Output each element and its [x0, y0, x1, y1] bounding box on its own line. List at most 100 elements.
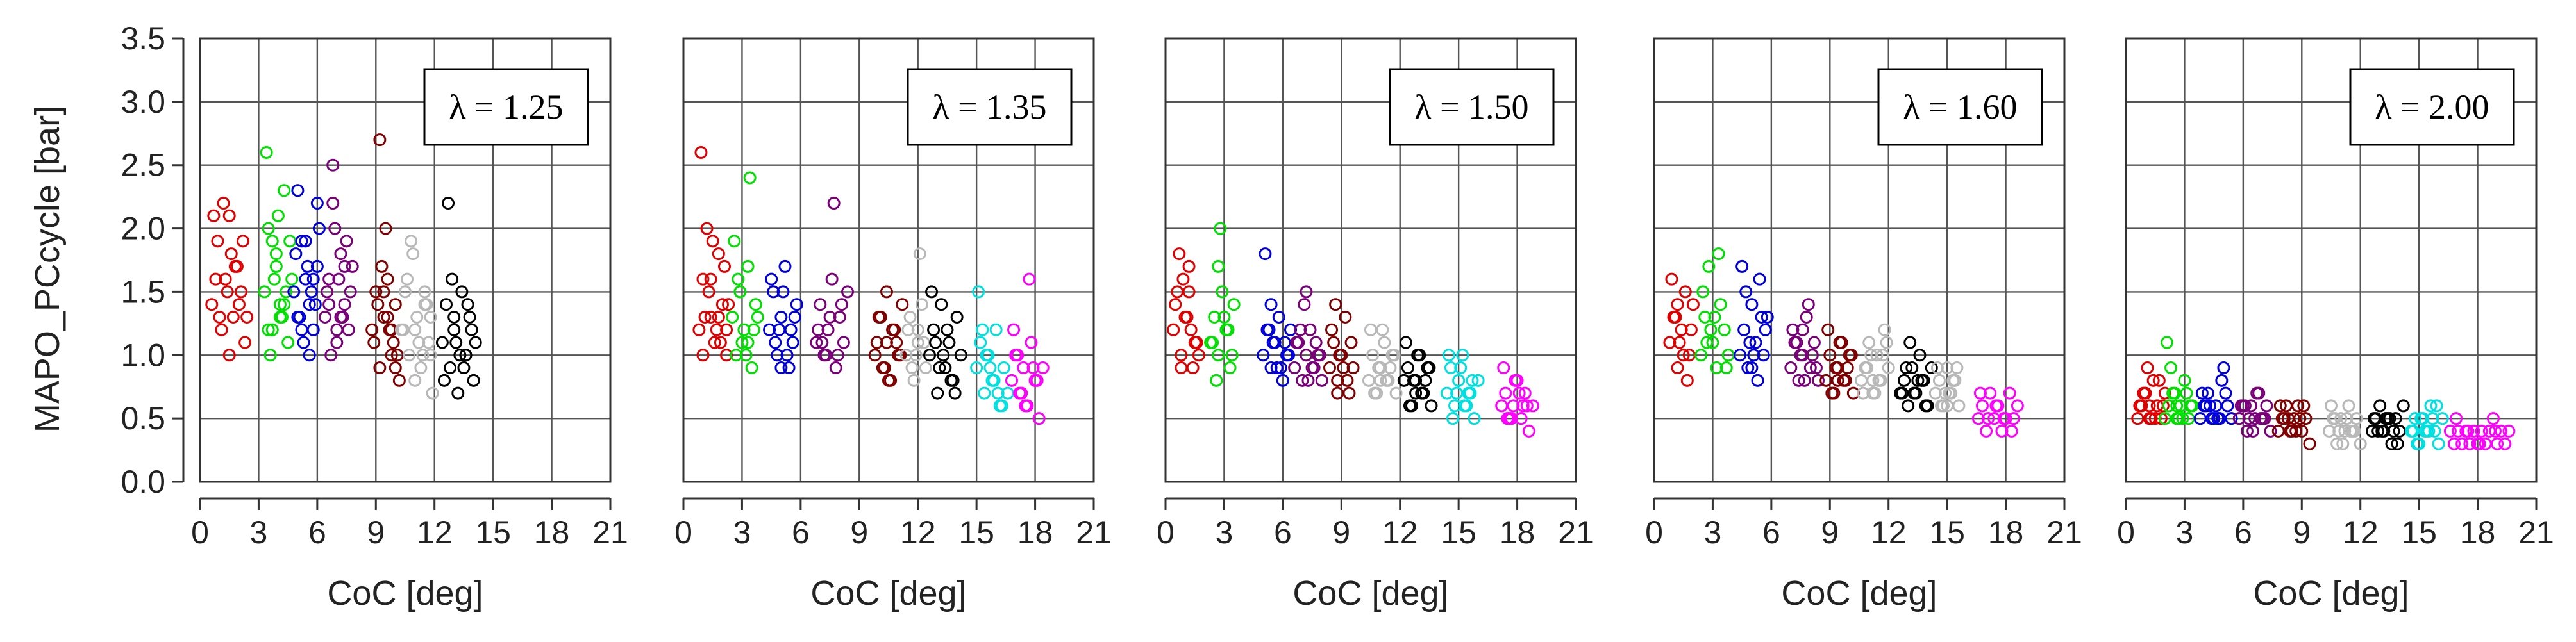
data-point	[715, 298, 729, 311]
data-point	[1401, 361, 1414, 375]
x-axis: 0 3 6 9 12 15 18 21 CoC [deg]	[1645, 497, 2082, 613]
data-point	[285, 272, 299, 286]
data-point	[1225, 349, 1239, 362]
data-point	[720, 349, 733, 362]
data-point	[1462, 386, 1475, 400]
panel-4: λ = 1.60 0 3 6 9 12 15 18 21 CoC [deg]	[1645, 37, 2082, 613]
data-point	[1870, 349, 1884, 362]
data-point	[224, 247, 238, 261]
data-point	[815, 336, 829, 349]
panel-5: λ = 2.00 0 3 6 9 12 15 18 21 CoC [deg]	[2117, 37, 2554, 613]
x-tick-label: 15	[1929, 514, 1965, 550]
data-point	[972, 285, 985, 299]
data-point	[1175, 349, 1188, 362]
data-point	[901, 323, 915, 336]
data-point	[765, 272, 778, 286]
data-point	[237, 235, 250, 248]
data-point	[440, 298, 453, 311]
data-point	[1342, 386, 1356, 400]
data-point	[929, 336, 942, 349]
data-point	[942, 336, 956, 349]
data-point	[280, 285, 293, 299]
data-point	[1712, 247, 1725, 261]
data-point	[2219, 386, 2232, 400]
series-4	[1288, 285, 1328, 387]
data-point	[767, 285, 780, 299]
data-point	[1898, 374, 1911, 387]
data-point	[706, 235, 719, 248]
data-point	[451, 386, 465, 400]
x-axis-title: CoC [deg]	[1292, 574, 1448, 613]
series-4	[319, 158, 359, 362]
data-point	[303, 298, 316, 311]
data-point	[2354, 437, 2367, 450]
series-1	[2131, 361, 2171, 425]
data-point	[442, 197, 455, 210]
data-point	[283, 235, 297, 248]
data-point	[1376, 323, 1389, 336]
data-point	[1497, 361, 1510, 375]
data-point	[2387, 424, 2400, 438]
data-point	[281, 336, 295, 349]
data-point	[1710, 361, 1723, 375]
data-point	[1734, 349, 1747, 362]
data-point	[1270, 361, 1284, 375]
data-point	[913, 247, 926, 261]
data-point	[373, 133, 387, 147]
data-point	[1454, 361, 1468, 375]
data-point	[262, 323, 275, 336]
data-point	[823, 310, 837, 324]
data-point	[321, 285, 334, 299]
data-point	[401, 272, 414, 286]
data-point	[696, 272, 710, 286]
data-point	[1182, 259, 1196, 273]
series-8	[1928, 361, 1966, 413]
data-point	[1313, 349, 1326, 362]
data-point	[2133, 399, 2146, 413]
data-point	[903, 310, 917, 324]
data-point	[1329, 298, 1342, 311]
data-point	[310, 259, 324, 273]
data-point	[708, 336, 721, 349]
data-point	[1015, 386, 1028, 400]
data-point	[1184, 323, 1198, 336]
data-point	[322, 298, 336, 311]
data-point	[1176, 272, 1190, 286]
data-point	[1802, 298, 1815, 311]
data-point	[1876, 349, 1889, 362]
data-point	[2489, 424, 2502, 438]
series-3	[1257, 247, 1298, 387]
data-point	[1368, 386, 1382, 400]
data-point	[308, 298, 322, 311]
data-point	[2260, 399, 2273, 413]
data-point	[1919, 399, 1932, 413]
data-point	[338, 298, 351, 311]
data-point	[424, 349, 437, 362]
data-point	[273, 310, 287, 324]
series-5	[868, 285, 909, 387]
data-point	[271, 209, 285, 222]
series-3	[1734, 259, 1774, 387]
data-point	[739, 349, 753, 362]
data-point	[1989, 399, 2003, 413]
data-point	[305, 285, 318, 299]
data-point	[1419, 374, 1432, 387]
data-point	[1452, 374, 1466, 387]
data-point	[2246, 424, 2260, 438]
data-point	[1984, 386, 1997, 400]
data-point	[403, 349, 416, 362]
data-point	[1673, 336, 1686, 349]
data-point	[970, 361, 983, 375]
data-point	[1344, 336, 1358, 349]
data-point	[2156, 399, 2170, 413]
plot-frame	[199, 37, 612, 483]
data-point	[2264, 424, 2277, 438]
data-point	[297, 336, 310, 349]
data-point	[1007, 323, 1021, 336]
data-point	[2450, 412, 2463, 425]
data-point	[1714, 298, 1727, 311]
data-point	[1982, 412, 1995, 425]
data-point	[1846, 386, 1860, 400]
data-point	[1411, 349, 1425, 362]
data-point	[714, 336, 727, 349]
